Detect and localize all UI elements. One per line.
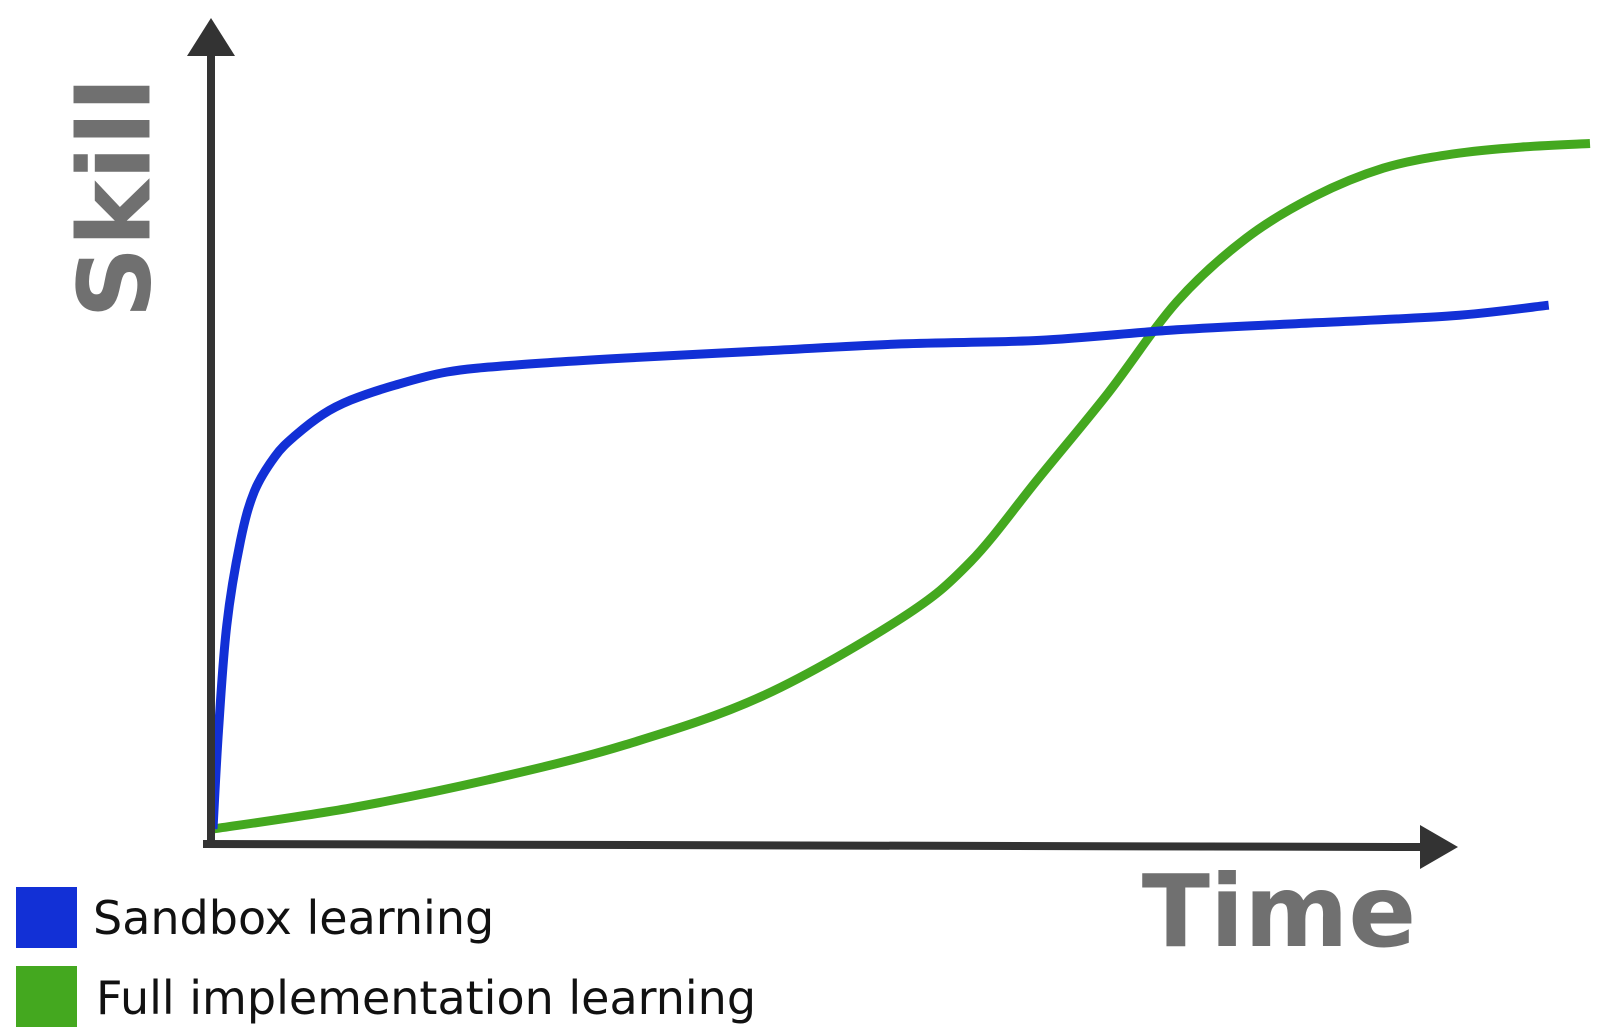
legend-swatch <box>16 887 77 948</box>
legend: Sandbox learning Full implementation lea… <box>16 887 756 1027</box>
legend-swatch <box>16 966 77 1027</box>
y-axis-arrow-icon <box>187 18 235 56</box>
y-axis-label: Skill <box>57 77 174 318</box>
legend-label: Full implementation learning <box>96 971 756 1025</box>
series-line-full-implementation-learning <box>212 139 1591 834</box>
legend-item: Full implementation learning <box>16 966 756 1027</box>
x-axis-label: Time <box>1142 853 1417 970</box>
series-layer <box>208 139 1591 834</box>
legend-label: Sandbox learning <box>93 891 494 945</box>
x-axis-arrow-icon <box>1420 825 1458 869</box>
series-line-sandbox-learning <box>208 300 1550 830</box>
axes <box>187 18 1458 869</box>
legend-item: Sandbox learning <box>16 887 494 948</box>
x-axis-line <box>202 839 1425 852</box>
